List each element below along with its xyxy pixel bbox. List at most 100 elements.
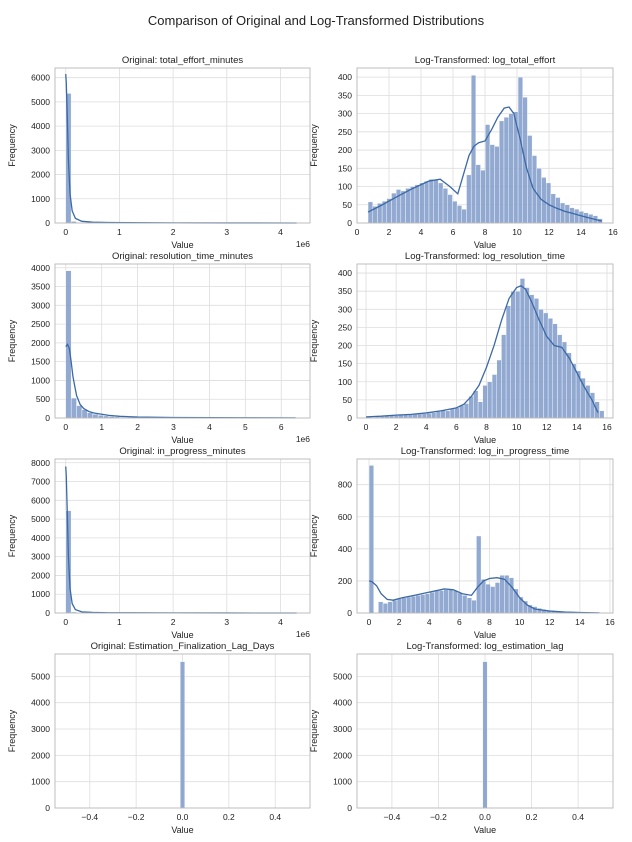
y-tick-label: 1500 (31, 357, 50, 367)
axes-frame (54, 653, 311, 809)
x-axis-label: Value (171, 825, 193, 835)
histogram-bar (547, 318, 553, 419)
x-tick-label: 0 (367, 617, 372, 627)
kde-line (368, 577, 600, 614)
y-tick-label: 0 (347, 218, 352, 228)
chart-title: Original: in_progress_minutes (119, 446, 245, 457)
x-tick-label: 14 (575, 617, 585, 627)
histogram-bar (482, 385, 488, 419)
y-tick-label: 3000 (31, 145, 50, 155)
x-tick-label: 0.0 (479, 812, 491, 822)
y-tick-label: 8000 (31, 458, 50, 468)
x-tick-label: 0.4 (572, 812, 584, 822)
y-tick-label: 6000 (31, 73, 50, 83)
axes-frame (356, 67, 614, 224)
histogram-bar (476, 535, 482, 614)
chart-title: Log-Transformed: log_in_progress_time (401, 446, 570, 457)
y-tick-label: 1000 (31, 777, 50, 787)
histogram-bar (417, 413, 423, 419)
x-tick-label: 8 (483, 227, 488, 237)
histogram-bar (70, 397, 77, 419)
y-tick-label: 3000 (31, 552, 50, 562)
histogram-bar (420, 594, 426, 614)
x-tick-label: 8 (487, 617, 492, 627)
histogram-bar (487, 381, 493, 419)
x-tick-label: −0.4 (81, 812, 98, 822)
x-tick-label: 3 (224, 617, 229, 627)
y-tick-label: 5000 (31, 514, 50, 524)
y-tick-label: 2000 (31, 338, 50, 348)
y-tick-label: 400 (338, 544, 352, 554)
y-tick-label: 3000 (333, 724, 352, 734)
x-tick-label: −0.4 (384, 812, 401, 822)
histogram-bar (76, 405, 83, 419)
x-tick-label: 4 (419, 227, 424, 237)
x-tick-label: 0 (355, 227, 360, 237)
histogram-bar (87, 412, 93, 419)
chart-panel: Log-Transformed: log_in_progress_time 0 2 4… (309, 446, 615, 640)
histogram-bar (426, 413, 432, 419)
x-tick-label: 16 (602, 422, 612, 432)
histogram-bar (524, 287, 530, 419)
x-axis-label: Value (474, 435, 496, 445)
histogram-bar (400, 190, 406, 224)
chart-title: Log-Transformed: log_total_effort (415, 55, 556, 66)
y-tick-label: 300 (338, 304, 352, 314)
y-tick-label: 200 (338, 341, 352, 351)
histogram-bar (405, 188, 411, 224)
chart-panel: Original: total_effort_minutes 0 1 2 3 4 0 1000… (7, 55, 311, 250)
histogram-bar (566, 352, 572, 419)
y-tick-label: 2000 (333, 750, 352, 760)
x-tick-label: 6 (451, 227, 456, 237)
histogram-bar (475, 164, 481, 224)
histogram-bar (480, 579, 486, 614)
histogram-bar (485, 583, 491, 614)
chart-title: Log-Transformed: log_estimation_lag (406, 641, 563, 652)
x-tick-label: 16 (608, 227, 618, 237)
y-tick-label: 100 (338, 377, 352, 387)
y-tick-label: 2000 (31, 570, 50, 580)
y-tick-label: 50 (343, 200, 353, 210)
x-axis-label: Value (474, 630, 496, 640)
histogram-bar (445, 410, 451, 419)
chart-title: Original: resolution_time_minutes (112, 251, 253, 262)
axes-frame (54, 67, 311, 224)
histogram-bar (508, 577, 514, 614)
histogram-bar (457, 592, 463, 614)
y-tick-label: 150 (338, 163, 352, 173)
x-tick-label: 0.0 (177, 812, 189, 822)
histogram-bar (555, 197, 561, 224)
x-tick-label: 6 (279, 422, 284, 432)
y-tick-label: 350 (338, 90, 352, 100)
y-tick-label: 0 (45, 218, 50, 228)
y-tick-label: 5000 (333, 671, 352, 681)
histogram-bar (433, 179, 439, 224)
axes-frame (356, 653, 614, 809)
histogram-bar (571, 363, 577, 419)
x-tick-label: 14 (576, 227, 586, 237)
x-tick-label: 2 (135, 422, 140, 432)
histogram-bar (428, 179, 434, 224)
y-tick-label: 250 (338, 322, 352, 332)
histogram-bar (499, 120, 505, 224)
x-tick-label: 1 (117, 227, 122, 237)
x-offset-text: 1e6 (296, 239, 310, 249)
y-tick-label: 1000 (333, 777, 352, 787)
histogram-bar (431, 412, 437, 419)
histogram-bar (435, 411, 441, 419)
histogram-bar (421, 413, 427, 419)
y-tick-label: 600 (338, 512, 352, 522)
y-tick-label: 3000 (31, 300, 50, 310)
x-tick-label: 2 (397, 617, 402, 627)
y-tick-label: 0 (347, 413, 352, 423)
chart-title: Log-Transformed: log_resolution_time (405, 251, 565, 262)
histogram-bar (471, 599, 477, 614)
x-tick-label: 12 (544, 227, 554, 237)
histogram-bar (368, 465, 374, 614)
y-axis-label: Frequency (309, 319, 319, 362)
x-tick-label: 2 (394, 422, 399, 432)
x-axis-label: Value (171, 240, 193, 250)
x-tick-label: 2 (171, 617, 176, 627)
histogram-bar (382, 603, 388, 614)
